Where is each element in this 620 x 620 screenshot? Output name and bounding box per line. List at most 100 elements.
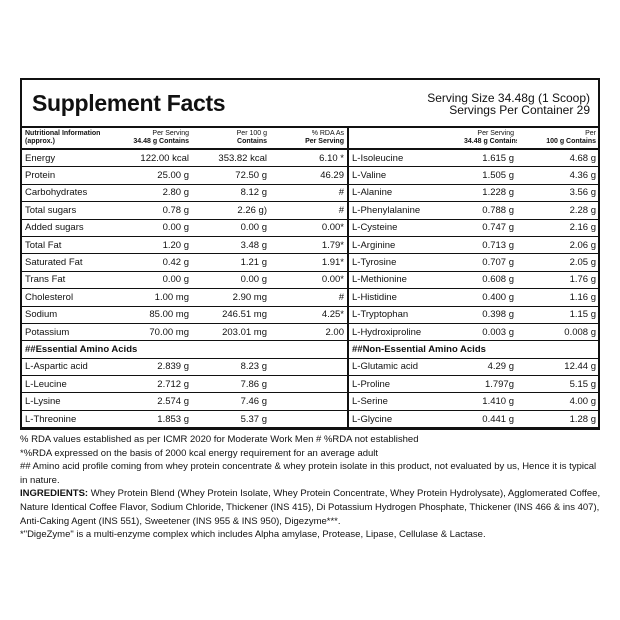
empty-cell [270, 358, 347, 377]
row: Sodium 85.00 mg 246.51 mg 4.25* [22, 306, 347, 324]
amount: 6.10 * [270, 149, 347, 168]
serving-info: Serving Size 34.48g (1 Scoop) Servings P… [427, 92, 590, 116]
facts-panel: Supplement Facts Serving Size 34.48g (1 … [20, 78, 600, 430]
row: Protein 25.00 g 72.50 g 46.29 [22, 166, 347, 185]
header-line: (approx.) [25, 138, 55, 145]
row: L-Proline 1.797g 5.15 g [348, 375, 599, 394]
row: Added sugars 0.00 g 0.00 g 0.00* [22, 219, 347, 237]
row: L-Threonine 1.853 g 5.37 g [22, 410, 347, 429]
nutrient-name: L-Tyrosine [348, 253, 461, 272]
amount: # [270, 288, 347, 307]
header-line: Per [585, 130, 596, 137]
footnote: ## Amino acid profile coming from whey p… [20, 461, 597, 486]
amount: 4.68 g [517, 149, 599, 168]
amount: 0.003 g [461, 323, 517, 342]
enzyme-note: *"DigeZyme" is a multi-enzyme complex wh… [20, 529, 486, 541]
amount: 0.747 g [461, 219, 517, 237]
nutrient-name: Trans Fat [22, 271, 117, 290]
ingredients-label: INGREDIENTS: [20, 488, 89, 500]
nutrient-name: L-Tryptophan [348, 306, 461, 324]
empty-cell [270, 375, 347, 394]
nutrient-name: L-Serine [348, 392, 461, 411]
amount: 46.29 [270, 166, 347, 185]
amount: 5.37 g [192, 410, 270, 429]
amount: 1.28 g [517, 410, 599, 429]
title: Supplement Facts [32, 90, 226, 116]
row: Total sugars 0.78 g 2.26 g) # [22, 201, 347, 220]
divider [22, 126, 598, 128]
row: L-Histidine 0.400 g 1.16 g [348, 288, 599, 307]
amount: 246.51 mg [192, 306, 270, 324]
amount: 85.00 mg [117, 306, 192, 324]
header-row: Per Serving 34.48 g Contains Per 100 g Cont… [348, 128, 599, 150]
amount: 1.76 g [517, 271, 599, 290]
nutrient-name: L-Leucine [22, 375, 117, 394]
row: Total Fat 1.20 g 3.48 g 1.79* [22, 236, 347, 255]
column-header: Nutritional Information (approx.) [22, 128, 117, 150]
nutrient-name: L-Alanine [348, 184, 461, 203]
amount: 2.26 g) [192, 201, 270, 220]
row: Potassium 70.00 mg 203.01 mg 2.00 [22, 323, 347, 342]
amount: 2.00 [270, 323, 347, 342]
amount: 4.25* [270, 306, 347, 324]
header-line: 34.48 g Contains [464, 138, 517, 145]
header-line: Per Serving [477, 130, 514, 137]
nutrient-name: Sodium [22, 306, 117, 324]
amount: 0.713 g [461, 236, 517, 255]
row: L-Lysine 2.574 g 7.46 g [22, 392, 347, 411]
nutrient-name: L-Phenylalanine [348, 201, 461, 220]
header-line: Contains [237, 138, 267, 145]
section-heading: ##Essential Amino Acids [22, 340, 347, 359]
amount: 7.86 g [192, 375, 270, 394]
empty-cell [270, 392, 347, 411]
column-header: Per 100 g Contains [192, 128, 270, 150]
ingredients-text: Whey Protein Blend (Whey Protein Isolate… [20, 488, 601, 527]
nutrient-name: L-Cysteine [348, 219, 461, 237]
amount: 5.15 g [517, 375, 599, 394]
amount: 4.00 g [517, 392, 599, 411]
nutrient-name: Protein [22, 166, 117, 185]
amount: 1.91* [270, 253, 347, 272]
row: ##Non-Essential Amino Acids [348, 340, 599, 359]
row: Carbohydrates 2.80 g 8.12 g # [22, 184, 347, 203]
amount: 8.12 g [192, 184, 270, 203]
amount: 0.008 g [517, 323, 599, 342]
nutrient-name: L-Valine [348, 166, 461, 185]
nutrient-name: Added sugars [22, 219, 117, 237]
row: L-Methionine 0.608 g 1.76 g [348, 271, 599, 290]
column-header: Per 100 g Contains [517, 128, 599, 150]
header-line: Nutritional Information [25, 130, 101, 137]
header-line: 100 g Contains [546, 138, 596, 145]
header-line: Per 100 g [236, 130, 267, 137]
nutrient-name: L-Arginine [348, 236, 461, 255]
amount: 0.707 g [461, 253, 517, 272]
amount: 3.56 g [517, 184, 599, 203]
amount: 1.797g [461, 375, 517, 394]
row: L-Alanine 1.228 g 3.56 g [348, 184, 599, 203]
footnote: % RDA values established as per ICMR 202… [20, 434, 419, 445]
amount: 1.615 g [461, 149, 517, 168]
amount: 2.28 g [517, 201, 599, 220]
row: ##Essential Amino Acids [22, 340, 347, 359]
nutrient-name: Potassium [22, 323, 117, 342]
amount: 70.00 mg [117, 323, 192, 342]
nutrient-name: Cholesterol [22, 288, 117, 307]
amount: 7.46 g [192, 392, 270, 411]
amount: 1.16 g [517, 288, 599, 307]
amount: 0.00 g [192, 271, 270, 290]
nutrient-name: L-Proline [348, 375, 461, 394]
nutrient-name: L-Glycine [348, 410, 461, 429]
amount: 4.36 g [517, 166, 599, 185]
footnote: *%RDA expressed on the basis of 2000 kca… [20, 447, 379, 459]
amount: 0.00 g [192, 219, 270, 237]
amount: 72.50 g [192, 166, 270, 185]
amount: 203.01 mg [192, 323, 270, 342]
header-line: Per Serving [152, 130, 189, 137]
amount: 353.82 kcal [192, 149, 270, 168]
amount: 0.788 g [461, 201, 517, 220]
nutrient-name: L-Histidine [348, 288, 461, 307]
row: Trans Fat 0.00 g 0.00 g 0.00* [22, 271, 347, 290]
section-heading: ##Non-Essential Amino Acids [348, 340, 599, 359]
amount: 1.505 g [461, 166, 517, 185]
amount: 1.853 g [117, 410, 192, 429]
